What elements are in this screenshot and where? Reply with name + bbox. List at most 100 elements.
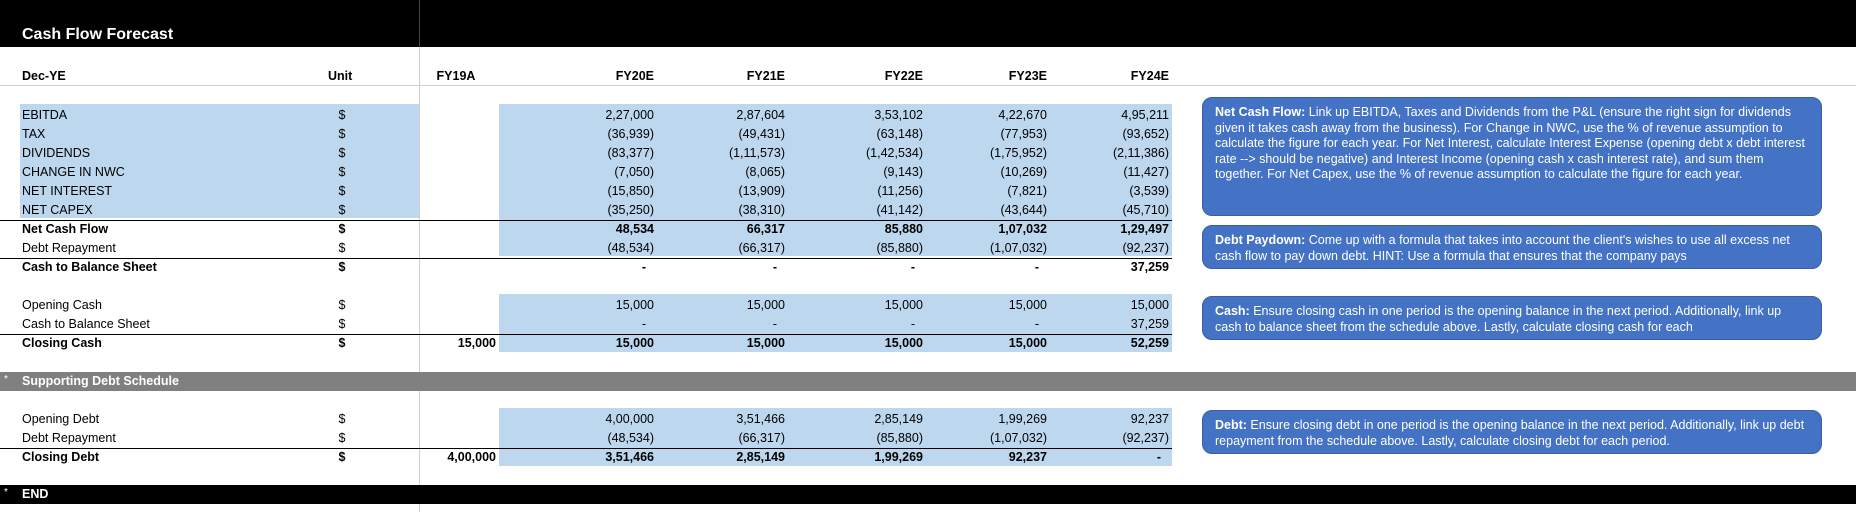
cell-fy24e[interactable]: (92,237) — [1122, 241, 1169, 255]
cell-fy24e[interactable]: (45,710) — [1122, 203, 1169, 217]
cell-fy20e[interactable]: (35,250) — [607, 203, 654, 217]
cell-fy24e[interactable]: 1,29,497 — [1120, 222, 1169, 236]
cell-fy21e[interactable]: (13,909) — [738, 184, 785, 198]
cell-fy21e[interactable]: 66,317 — [746, 222, 785, 236]
row-unit[interactable]: $ — [338, 260, 346, 274]
header-fy22e[interactable]: FY22E — [884, 69, 923, 83]
row-label-closing-cash[interactable]: Closing Cash — [22, 336, 102, 350]
row-label-change-in-nwc[interactable]: CHANGE IN NWC — [22, 165, 125, 179]
cell-fy21e[interactable]: (66,317) — [738, 431, 785, 445]
cell-fy22e[interactable]: 85,880 — [884, 222, 923, 236]
cell-fy22e[interactable]: 15,000 — [884, 298, 923, 312]
cell-fy20e[interactable]: 48,534 — [615, 222, 654, 236]
row-unit[interactable]: $ — [338, 241, 346, 255]
cell-fy23e[interactable]: (7,821) — [1007, 184, 1047, 198]
header-fy23e[interactable]: FY23E — [1008, 69, 1047, 83]
cell-fy20e[interactable]: (48,534) — [607, 241, 654, 255]
cell-fy19a[interactable]: 15,000 — [457, 336, 496, 350]
cell-fy23e[interactable]: (43,644) — [1000, 203, 1047, 217]
cell-fy21e[interactable]: 2,87,604 — [736, 108, 785, 122]
cell-fy22e[interactable]: (9,143) — [883, 165, 923, 179]
cell-fy20e[interactable]: 15,000 — [615, 298, 654, 312]
cell-fy23e[interactable]: (10,269) — [1000, 165, 1047, 179]
row-label-net-cash-flow[interactable]: Net Cash Flow — [22, 222, 109, 236]
note-cash[interactable]: Cash: Ensure closing cash in one period … — [1202, 296, 1822, 340]
cell-fy24e[interactable]: (3,539) — [1129, 184, 1169, 198]
cell-fy24e[interactable]: 37,259 — [1130, 317, 1169, 331]
cell-fy24e[interactable]: 37,259 — [1130, 260, 1169, 274]
row-label-opening-cash[interactable]: Opening Cash — [22, 298, 102, 312]
row-label-cash-to-balance-sheet[interactable]: Cash to Balance Sheet — [22, 317, 150, 331]
row-label-debt-repayment[interactable]: Debt Repayment — [22, 431, 116, 445]
cell-fy21e[interactable]: 3,51,466 — [736, 412, 785, 426]
cell-fy22e[interactable]: 1,99,269 — [874, 450, 923, 464]
cell-fy21e[interactable]: 15,000 — [746, 298, 785, 312]
cell-fy22e[interactable]: - — [910, 317, 915, 331]
row-unit[interactable]: $ — [338, 165, 346, 179]
cell-fy21e[interactable]: - — [772, 317, 777, 331]
row-unit[interactable]: $ — [338, 431, 346, 445]
row-label-net-interest[interactable]: NET INTEREST — [22, 184, 113, 198]
cell-fy24e[interactable]: (92,237) — [1122, 431, 1169, 445]
row-unit[interactable]: $ — [338, 127, 346, 141]
cell-fy23e[interactable]: 1,99,269 — [998, 412, 1047, 426]
cell-fy22e[interactable]: 15,000 — [884, 336, 923, 350]
cell-fy20e[interactable]: 15,000 — [615, 336, 654, 350]
cell-fy20e[interactable]: (36,939) — [607, 127, 654, 141]
cell-fy24e[interactable]: 92,237 — [1130, 412, 1169, 426]
row-label-opening-debt[interactable]: Opening Debt — [22, 412, 100, 426]
cell-fy22e[interactable]: (41,142) — [876, 203, 923, 217]
cell-fy22e[interactable]: 2,85,149 — [874, 412, 923, 426]
cell-fy22e[interactable]: (1,42,534) — [866, 146, 923, 160]
cell-fy23e[interactable]: (1,75,952) — [990, 146, 1047, 160]
cell-fy20e[interactable]: 3,51,466 — [605, 450, 654, 464]
cell-fy21e[interactable]: - — [772, 260, 777, 274]
cell-fy23e[interactable]: (1,07,032) — [990, 241, 1047, 255]
cell-fy23e[interactable]: 15,000 — [1008, 336, 1047, 350]
header-fy21e[interactable]: FY21E — [746, 69, 785, 83]
row-label-net-capex[interactable]: NET CAPEX — [22, 203, 93, 217]
cell-fy20e[interactable]: 4,00,000 — [605, 412, 654, 426]
cell-fy20e[interactable]: (83,377) — [607, 146, 654, 160]
cell-fy21e[interactable]: (49,431) — [738, 127, 785, 141]
cell-fy20e[interactable]: 2,27,000 — [605, 108, 654, 122]
cell-fy21e[interactable]: 2,85,149 — [736, 450, 785, 464]
cell-fy24e[interactable]: 4,95,211 — [1121, 108, 1169, 122]
cell-fy24e[interactable]: (2,11,386) — [1112, 146, 1169, 160]
row-unit[interactable]: $ — [338, 184, 346, 198]
row-unit[interactable]: $ — [338, 336, 346, 350]
cell-fy21e[interactable]: (8,065) — [745, 165, 785, 179]
cell-fy24e[interactable]: (11,427) — [1123, 165, 1169, 179]
cell-fy23e[interactable]: - — [1034, 260, 1039, 274]
row-label-ebitda[interactable]: EBITDA — [22, 108, 68, 122]
cell-fy21e[interactable]: (38,310) — [738, 203, 785, 217]
cell-fy23e[interactable]: (1,07,032) — [990, 431, 1047, 445]
header-dec-ye[interactable]: Dec-YE — [22, 69, 66, 83]
cell-fy20e[interactable]: - — [641, 260, 646, 274]
cell-fy23e[interactable]: 4,22,670 — [998, 108, 1047, 122]
header-fy19a[interactable]: FY19A — [436, 69, 476, 83]
cell-fy22e[interactable]: (63,148) — [876, 127, 923, 141]
row-unit[interactable]: $ — [338, 203, 346, 217]
header-unit[interactable]: Unit — [328, 69, 353, 83]
note-debt-paydown[interactable]: Debt Paydown: Come up with a formula tha… — [1202, 225, 1822, 269]
cell-fy21e[interactable]: (66,317) — [738, 241, 785, 255]
note-debt[interactable]: Debt: Ensure closing debt in one period … — [1202, 410, 1822, 454]
row-label-tax[interactable]: TAX — [22, 127, 46, 141]
cell-fy22e[interactable]: (85,880) — [876, 431, 923, 445]
row-unit[interactable]: $ — [338, 450, 346, 464]
row-label-cash-to-balance-sheet[interactable]: Cash to Balance Sheet — [22, 260, 157, 274]
cell-fy23e[interactable]: - — [1034, 317, 1039, 331]
note-net-cash-flow[interactable]: Net Cash Flow: Link up EBITDA, Taxes and… — [1202, 97, 1822, 216]
row-unit[interactable]: $ — [338, 222, 346, 236]
cell-fy21e[interactable]: 15,000 — [746, 336, 785, 350]
row-unit[interactable]: $ — [338, 412, 346, 426]
end-label[interactable]: END — [22, 487, 49, 501]
row-label-debt-repayment[interactable]: Debt Repayment — [22, 241, 116, 255]
cell-fy20e[interactable]: (48,534) — [607, 431, 654, 445]
cell-fy23e[interactable]: (77,953) — [1000, 127, 1047, 141]
row-unit[interactable]: $ — [338, 298, 346, 312]
cell-fy24e[interactable]: - — [1156, 450, 1161, 464]
row-label-closing-debt[interactable]: Closing Debt — [22, 450, 100, 464]
row-unit[interactable]: $ — [338, 108, 346, 122]
